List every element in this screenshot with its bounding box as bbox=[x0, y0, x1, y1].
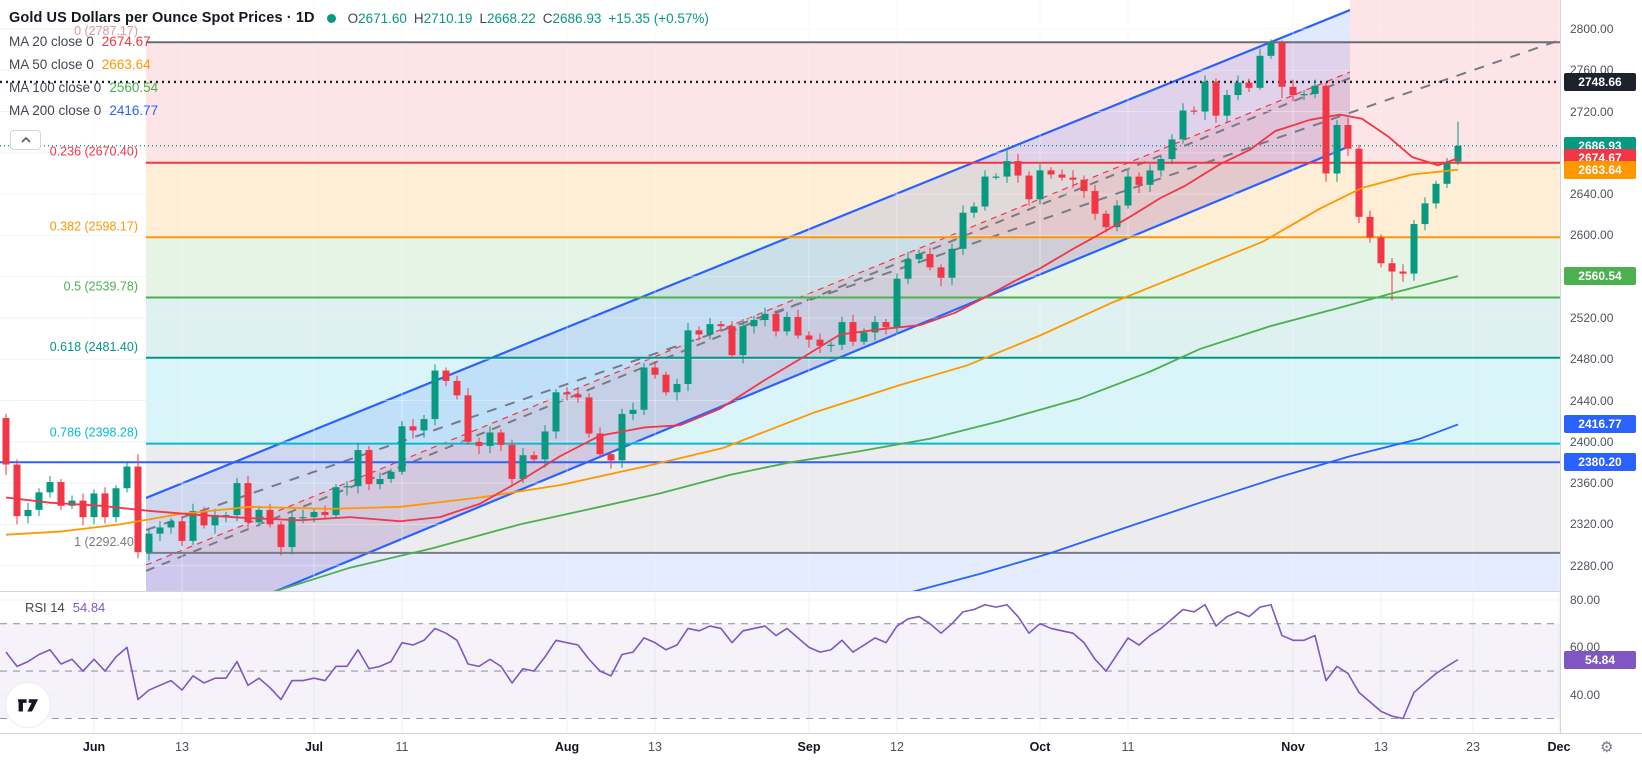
time-tick-label: 23 bbox=[1466, 740, 1480, 754]
ma-50-value: 2663.64 bbox=[101, 57, 151, 72]
settings-icon[interactable]: ⚙ bbox=[1600, 739, 1614, 756]
time-tick-label: Jun bbox=[82, 740, 106, 754]
time-tick-label: 13 bbox=[175, 740, 189, 754]
time-tick-label: 12 bbox=[890, 740, 904, 754]
price-tick-label: 2600.00 bbox=[1570, 228, 1614, 243]
fib-label: 0.786 (2398.28) bbox=[50, 426, 138, 440]
fib-label: 0.382 (2598.17) bbox=[50, 219, 138, 233]
time-axis[interactable]: Jun 13 Jul 11 Aug 13 Sep 12 Oct 11 Nov 13 23 Dec bbox=[0, 733, 1642, 760]
ma-50-legend[interactable]: MA 50 close 0 2663.64 bbox=[9, 57, 151, 72]
ma-20-value: 2674.67 bbox=[101, 34, 151, 49]
ma-200-legend[interactable]: MA 200 close 0 2416.77 bbox=[9, 103, 159, 118]
price-tick-label: 2520.00 bbox=[1570, 310, 1614, 325]
price-tick-label: 2440.00 bbox=[1570, 393, 1614, 408]
collapse-legend-button[interactable] bbox=[10, 130, 41, 150]
chevron-up-icon bbox=[20, 137, 31, 143]
time-tick-label: Aug bbox=[554, 740, 580, 754]
time-tick-label: Sep bbox=[797, 740, 821, 754]
time-tick-label: 11 bbox=[395, 740, 409, 754]
rsi-value: 54.84 bbox=[72, 600, 106, 615]
fib-label: 0 (2787.17) bbox=[74, 24, 138, 38]
ma-200-value: 2416.77 bbox=[109, 103, 159, 118]
price-badge: 2416.77 bbox=[1564, 415, 1636, 434]
rsi-tick-label: 80.00 bbox=[1570, 593, 1601, 607]
fib-label: 0.5 (2539.78) bbox=[64, 280, 138, 294]
tradingview-logo[interactable] bbox=[6, 683, 50, 727]
price-badge: 2380.20 bbox=[1564, 453, 1636, 472]
price-tick-label: 2640.00 bbox=[1570, 187, 1614, 202]
price-tick-label: 2720.00 bbox=[1570, 104, 1614, 119]
price-badge: 2663.64 bbox=[1564, 160, 1636, 179]
rsi-legend[interactable]: RSI 14 54.84 bbox=[25, 600, 105, 615]
price-badge: 2560.54 bbox=[1564, 267, 1636, 286]
price-tick-label: 2280.00 bbox=[1570, 558, 1614, 573]
price-badge: 2748.66 bbox=[1564, 72, 1636, 91]
time-tick-label: Dec bbox=[1547, 740, 1571, 754]
tradingview-logo-icon bbox=[17, 699, 39, 712]
ma-20-legend[interactable]: MA 20 close 0 2674.67 bbox=[9, 34, 151, 49]
rsi-tick-label: 40.00 bbox=[1570, 687, 1601, 702]
price-tick-label: 2360.00 bbox=[1570, 476, 1614, 491]
pane-separator[interactable] bbox=[0, 591, 1642, 592]
ma-100-value: 2560.54 bbox=[109, 80, 159, 95]
price-tick-label: 2800.00 bbox=[1570, 22, 1614, 36]
time-tick-label: 13 bbox=[648, 740, 662, 754]
price-tick-label: 2400.00 bbox=[1570, 434, 1614, 449]
rsi-label: RSI 14 bbox=[25, 600, 65, 615]
price-tick-label: 2320.00 bbox=[1570, 517, 1614, 532]
time-tick-label: Oct bbox=[1029, 740, 1051, 754]
time-tick-label: Jul bbox=[304, 740, 324, 754]
time-tick-label: 11 bbox=[1121, 740, 1135, 754]
price-axis[interactable]: 2800.00 2760.00 2720.00 2640.00 2600.00 2520.… bbox=[1560, 0, 1642, 733]
price-tick-label: 2480.00 bbox=[1570, 352, 1614, 367]
rsi-value-badge: 54.84 bbox=[1564, 650, 1636, 669]
fib-label: 0.236 (2670.40) bbox=[50, 145, 138, 159]
time-tick-label: Nov bbox=[1281, 740, 1305, 754]
ma-100-legend[interactable]: MA 100 close 0 2560.54 bbox=[9, 80, 159, 95]
fib-label: 0.618 (2481.40) bbox=[50, 340, 138, 354]
time-tick-label: 13 bbox=[1374, 740, 1388, 754]
fib-label: 1 (2292.40) bbox=[74, 535, 138, 549]
